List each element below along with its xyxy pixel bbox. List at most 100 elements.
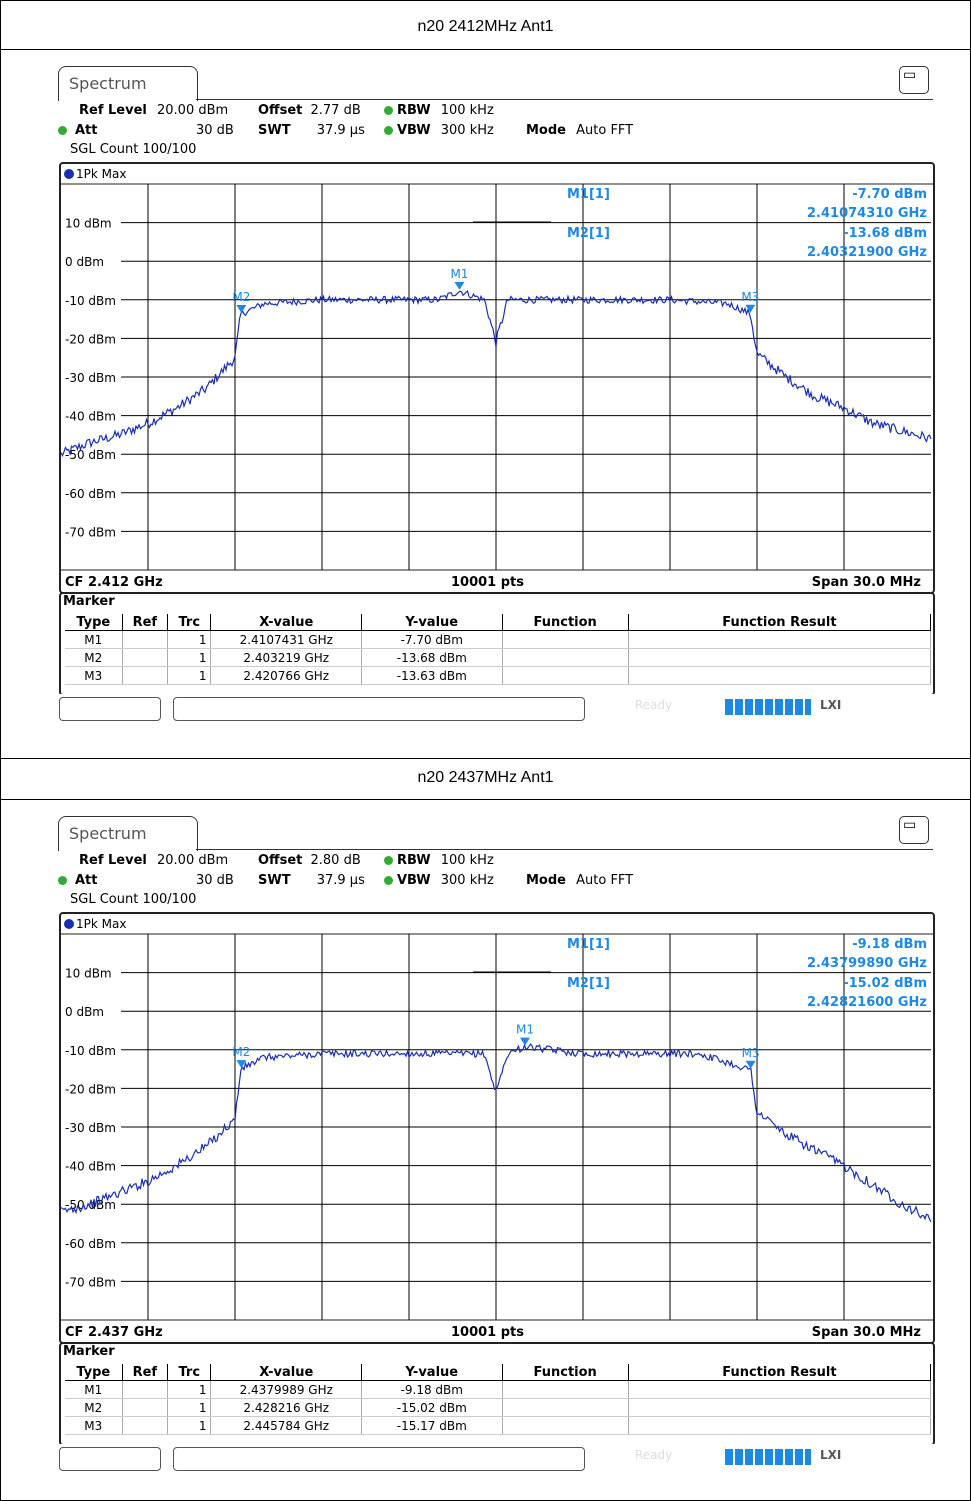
y-tick-label: -30 dBm [65, 1121, 116, 1135]
vbw-row: VBW 300 kHz [384, 873, 494, 888]
spectrum-analyzer-screen: Spectrum ▭ Ref Level 20.00 dBm Offset 2.… [55, 812, 935, 1472]
table-cell: 2.4379989 GHz [210, 1380, 363, 1399]
swt-row: SWT 37.9 µs [258, 123, 365, 138]
span-value: Span 30.0 MHz [812, 575, 921, 590]
table-cell [122, 648, 169, 667]
att-label: Att [75, 873, 98, 888]
y-tick-label: 10 dBm [65, 967, 112, 981]
column-header: Function Result [628, 1364, 932, 1381]
marker-m2-triangle [236, 1060, 247, 1069]
att-row: Att [58, 123, 98, 138]
points-count: 10001 pts [451, 575, 524, 590]
y-tick-label: -30 dBm [65, 371, 116, 385]
column-header: X-value [210, 614, 363, 631]
title-divider-2 [0, 799, 971, 800]
table-cell [122, 1398, 169, 1417]
table-cell [502, 1416, 629, 1435]
panel-title: n20 2437MHz Ant1 [417, 769, 554, 786]
rbw-row: RBW 100 kHz [384, 103, 494, 118]
table-cell: 2.403219 GHz [210, 648, 363, 667]
table-cell [502, 630, 629, 649]
marker-m2-label: M2 [232, 1045, 250, 1059]
swt-label: SWT [258, 873, 291, 888]
y-tick-label: -40 dBm [65, 410, 116, 424]
table-row[interactable]: M3 1 2.445784 GHz -15.17 dBm [65, 1416, 932, 1435]
table-cell: -7.70 dBm [361, 630, 503, 649]
table-cell: M2 [65, 1398, 123, 1417]
rbw-value: 100 kHz [440, 103, 494, 118]
lxi-icon: LXI [820, 698, 842, 712]
status-dot-icon [384, 876, 393, 885]
panel-title: n20 2412MHz Ant1 [417, 18, 554, 35]
table-cell: -13.68 dBm [361, 648, 503, 667]
column-header: Y-value [361, 614, 503, 631]
status-dot-icon [384, 106, 393, 115]
column-header: Function [502, 1364, 629, 1381]
points-count: 10001 pts [451, 1325, 524, 1340]
y-tick-label: -60 dBm [65, 487, 116, 501]
table-cell: M1 [65, 1380, 123, 1399]
span-value: Span 30.0 MHz [812, 1325, 921, 1340]
table-cell: 2.420766 GHz [210, 666, 363, 685]
tab-label: Spectrum [69, 74, 147, 93]
table-cell: 1 [167, 630, 212, 649]
ref-level-value: 20.00 dBm [157, 103, 229, 118]
trace-indicator-icon [64, 169, 74, 179]
trace-label: 1Pk Max [76, 167, 126, 181]
att-label: Att [75, 123, 98, 138]
swt-value: 37.9 µs [316, 873, 365, 888]
y-tick-label: -40 dBm [65, 1160, 116, 1174]
status-ready: Ready [635, 698, 673, 712]
vbw-label: VBW [397, 123, 431, 138]
vbw-row: VBW 300 kHz [384, 123, 494, 138]
status-field [59, 697, 161, 721]
column-header: Function [502, 614, 629, 631]
progress-bar [725, 1449, 811, 1465]
outer-border-left [0, 0, 1, 1501]
sgl-count: SGL Count 100/100 [70, 892, 197, 907]
offset-row: Offset 2.80 dB [258, 853, 361, 868]
table-cell: -13.63 dBm [361, 666, 503, 685]
ref-level-row: Ref Level 20.00 dBm [79, 853, 228, 868]
table-row[interactable]: M1 1 2.4107431 GHz -7.70 dBm [65, 630, 932, 649]
marker-m1-label: M1 [516, 1023, 534, 1037]
marker-table-panel: Marker Type Ref Trc X-value Y-value Function F… [59, 1342, 935, 1446]
vbw-value: 300 kHz [440, 873, 494, 888]
display-config-icon[interactable]: ▭ [899, 816, 929, 844]
table-row[interactable]: M2 1 2.403219 GHz -13.68 dBm [65, 648, 932, 667]
tab-spectrum[interactable]: Spectrum [58, 66, 198, 101]
y-tick-label: -70 dBm [65, 1275, 116, 1289]
marker-m2-triangle [236, 305, 247, 314]
spectrum-chart: 1Pk Max 10 dBm 0 dBm -10 dBm -20 dBm -30 dBm -… [61, 167, 933, 590]
marker1-level: -9.18 dBm [852, 937, 927, 952]
table-cell [502, 648, 629, 667]
spectrum-plot[interactable]: 1Pk Max 10 dBm 0 dBm -10 dBm -20 dBm -30 dBm -… [59, 912, 935, 1344]
table-cell: M2 [65, 648, 123, 667]
table-header-row: Type Ref Trc X-value Y-value Function Function… [65, 614, 932, 631]
table-row[interactable]: M1 1 2.4379989 GHz -9.18 dBm [65, 1380, 932, 1399]
y-tick-label: -70 dBm [65, 525, 116, 539]
status-dot-icon [58, 126, 67, 135]
table-cell [628, 1398, 932, 1417]
table-cell: -15.17 dBm [361, 1416, 503, 1435]
column-header: Y-value [361, 1364, 503, 1381]
swt-row: SWT 37.9 µs [258, 873, 365, 888]
ref-level-label: Ref Level [79, 103, 147, 118]
status-message-field [173, 1447, 585, 1471]
tab-spectrum[interactable]: Spectrum [58, 816, 198, 851]
spectrum-plot[interactable]: 1Pk Max 10 dBm 0 dBm -10 dBm -20 dBm -30 dBm -… [59, 162, 935, 594]
table-row[interactable]: M2 1 2.428216 GHz -15.02 dBm [65, 1398, 932, 1417]
vbw-label: VBW [397, 873, 431, 888]
table-cell: 1 [167, 1416, 212, 1435]
offset-label: Offset [258, 103, 303, 118]
table-row[interactable]: M3 1 2.420766 GHz -13.63 dBm [65, 666, 932, 685]
display-config-icon[interactable]: ▭ [899, 66, 929, 94]
status-dot-icon [384, 856, 393, 865]
trace-line [61, 289, 932, 458]
spectrum-analyzer-screen: Spectrum ▭ Ref Level 20.00 dBm Offset 2.… [55, 62, 935, 722]
table-cell: 2.4107431 GHz [210, 630, 363, 649]
table-cell: 2.428216 GHz [210, 1398, 363, 1417]
table-cell: M3 [65, 666, 123, 685]
mode-label: Mode [526, 123, 566, 138]
column-header: Ref [122, 1364, 169, 1381]
